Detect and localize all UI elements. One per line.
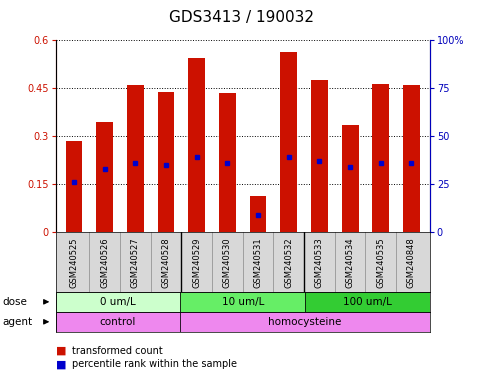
Text: ■: ■: [56, 359, 66, 369]
Bar: [188, 58, 205, 232]
Bar: [311, 80, 328, 232]
Text: GSM240528: GSM240528: [161, 237, 170, 288]
Text: percentile rank within the sample: percentile rank within the sample: [72, 359, 238, 369]
Bar: [372, 84, 389, 232]
Text: transformed count: transformed count: [72, 346, 163, 356]
Text: 0 um/L: 0 um/L: [100, 297, 136, 307]
Text: GSM240530: GSM240530: [223, 237, 232, 288]
Text: control: control: [100, 317, 136, 327]
Text: GSM240527: GSM240527: [131, 237, 140, 288]
Text: GSM240532: GSM240532: [284, 237, 293, 288]
Bar: [66, 141, 83, 232]
Text: homocysteine: homocysteine: [269, 317, 342, 327]
Text: GSM240533: GSM240533: [315, 237, 324, 288]
Bar: [56, 312, 180, 332]
Bar: [56, 292, 180, 312]
Bar: [403, 85, 420, 232]
Text: GSM240525: GSM240525: [70, 237, 78, 288]
Text: GSM240529: GSM240529: [192, 237, 201, 288]
Text: GSM240534: GSM240534: [346, 237, 355, 288]
Text: GSM240535: GSM240535: [376, 237, 385, 288]
Bar: [96, 122, 113, 232]
Text: ■: ■: [56, 346, 66, 356]
Bar: [180, 312, 430, 332]
Text: GSM240526: GSM240526: [100, 237, 109, 288]
Bar: [250, 195, 267, 232]
Bar: [127, 85, 144, 232]
Text: 10 um/L: 10 um/L: [222, 297, 264, 307]
Bar: [341, 125, 358, 232]
Bar: [219, 93, 236, 232]
Text: GSM240848: GSM240848: [407, 237, 416, 288]
Bar: [157, 91, 174, 232]
Text: GDS3413 / 190032: GDS3413 / 190032: [169, 10, 314, 25]
Bar: [280, 51, 297, 232]
Bar: [305, 292, 430, 312]
Bar: [180, 292, 305, 312]
Text: agent: agent: [2, 317, 32, 327]
Text: dose: dose: [2, 297, 28, 307]
Text: GSM240531: GSM240531: [254, 237, 263, 288]
Text: 100 um/L: 100 um/L: [343, 297, 392, 307]
